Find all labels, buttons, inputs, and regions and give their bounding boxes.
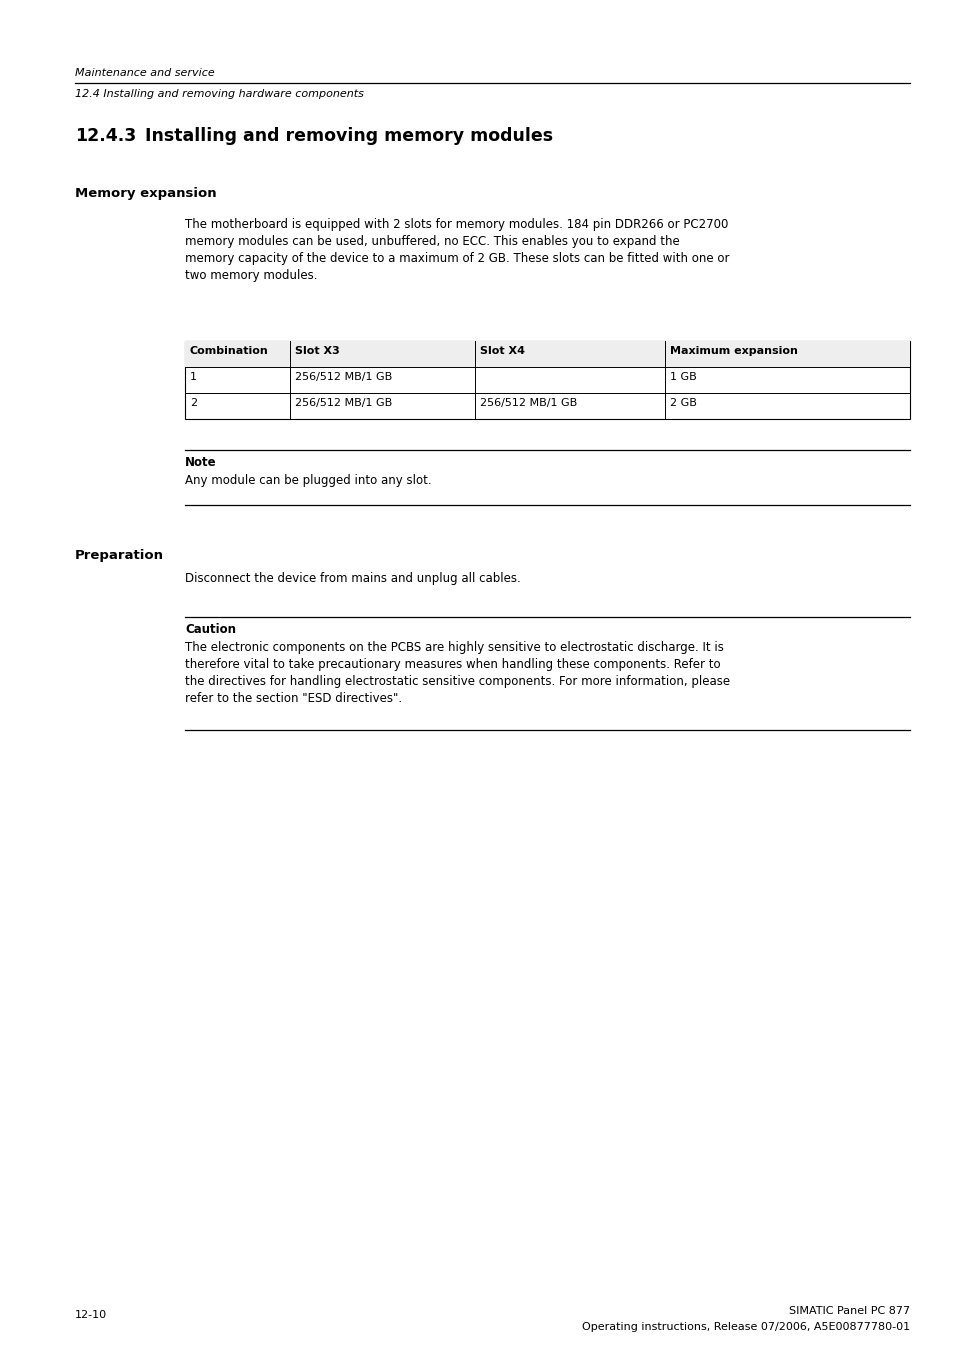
Text: 2: 2: [190, 399, 197, 408]
Text: the directives for handling electrostatic sensitive components. For more informa: the directives for handling electrostati…: [185, 676, 729, 688]
Text: Note: Note: [185, 457, 216, 469]
Text: 256/512 MB/1 GB: 256/512 MB/1 GB: [294, 372, 392, 382]
Text: 256/512 MB/1 GB: 256/512 MB/1 GB: [479, 399, 577, 408]
Text: Slot X3: Slot X3: [294, 346, 339, 357]
Text: The electronic components on the PCBS are highly sensitive to electrostatic disc: The electronic components on the PCBS ar…: [185, 640, 723, 654]
Text: 256/512 MB/1 GB: 256/512 MB/1 GB: [294, 399, 392, 408]
Text: therefore vital to take precautionary measures when handling these components. R: therefore vital to take precautionary me…: [185, 658, 720, 671]
Text: 12.4.3: 12.4.3: [75, 127, 136, 145]
Text: Slot X4: Slot X4: [479, 346, 524, 357]
Text: 1: 1: [190, 372, 196, 382]
Text: SIMATIC Panel PC 877: SIMATIC Panel PC 877: [788, 1306, 909, 1316]
Text: 12-10: 12-10: [75, 1310, 107, 1320]
Text: Any module can be plugged into any slot.: Any module can be plugged into any slot.: [185, 474, 431, 486]
Text: memory capacity of the device to a maximum of 2 GB. These slots can be fitted wi: memory capacity of the device to a maxim…: [185, 253, 729, 265]
Text: Installing and removing memory modules: Installing and removing memory modules: [145, 127, 553, 145]
Text: Memory expansion: Memory expansion: [75, 186, 216, 200]
Bar: [185, 340, 909, 367]
Text: The motherboard is equipped with 2 slots for memory modules. 184 pin DDR266 or P: The motherboard is equipped with 2 slots…: [185, 218, 727, 231]
Text: Operating instructions, Release 07/2006, A5E00877780-01: Operating instructions, Release 07/2006,…: [581, 1323, 909, 1332]
Text: Combination: Combination: [190, 346, 269, 357]
Text: memory modules can be used, unbuffered, no ECC. This enables you to expand the: memory modules can be used, unbuffered, …: [185, 235, 679, 249]
Text: 1 GB: 1 GB: [669, 372, 696, 382]
Text: Maximum expansion: Maximum expansion: [669, 346, 797, 357]
Text: Maintenance and service: Maintenance and service: [75, 68, 214, 78]
Text: 12.4 Installing and removing hardware components: 12.4 Installing and removing hardware co…: [75, 89, 363, 99]
Text: Preparation: Preparation: [75, 549, 164, 562]
Text: Caution: Caution: [185, 623, 235, 636]
Text: 2 GB: 2 GB: [669, 399, 696, 408]
Text: Disconnect the device from mains and unplug all cables.: Disconnect the device from mains and unp…: [185, 571, 520, 585]
Text: refer to the section "ESD directives".: refer to the section "ESD directives".: [185, 692, 402, 705]
Text: two memory modules.: two memory modules.: [185, 269, 317, 282]
Bar: [185, 340, 909, 419]
